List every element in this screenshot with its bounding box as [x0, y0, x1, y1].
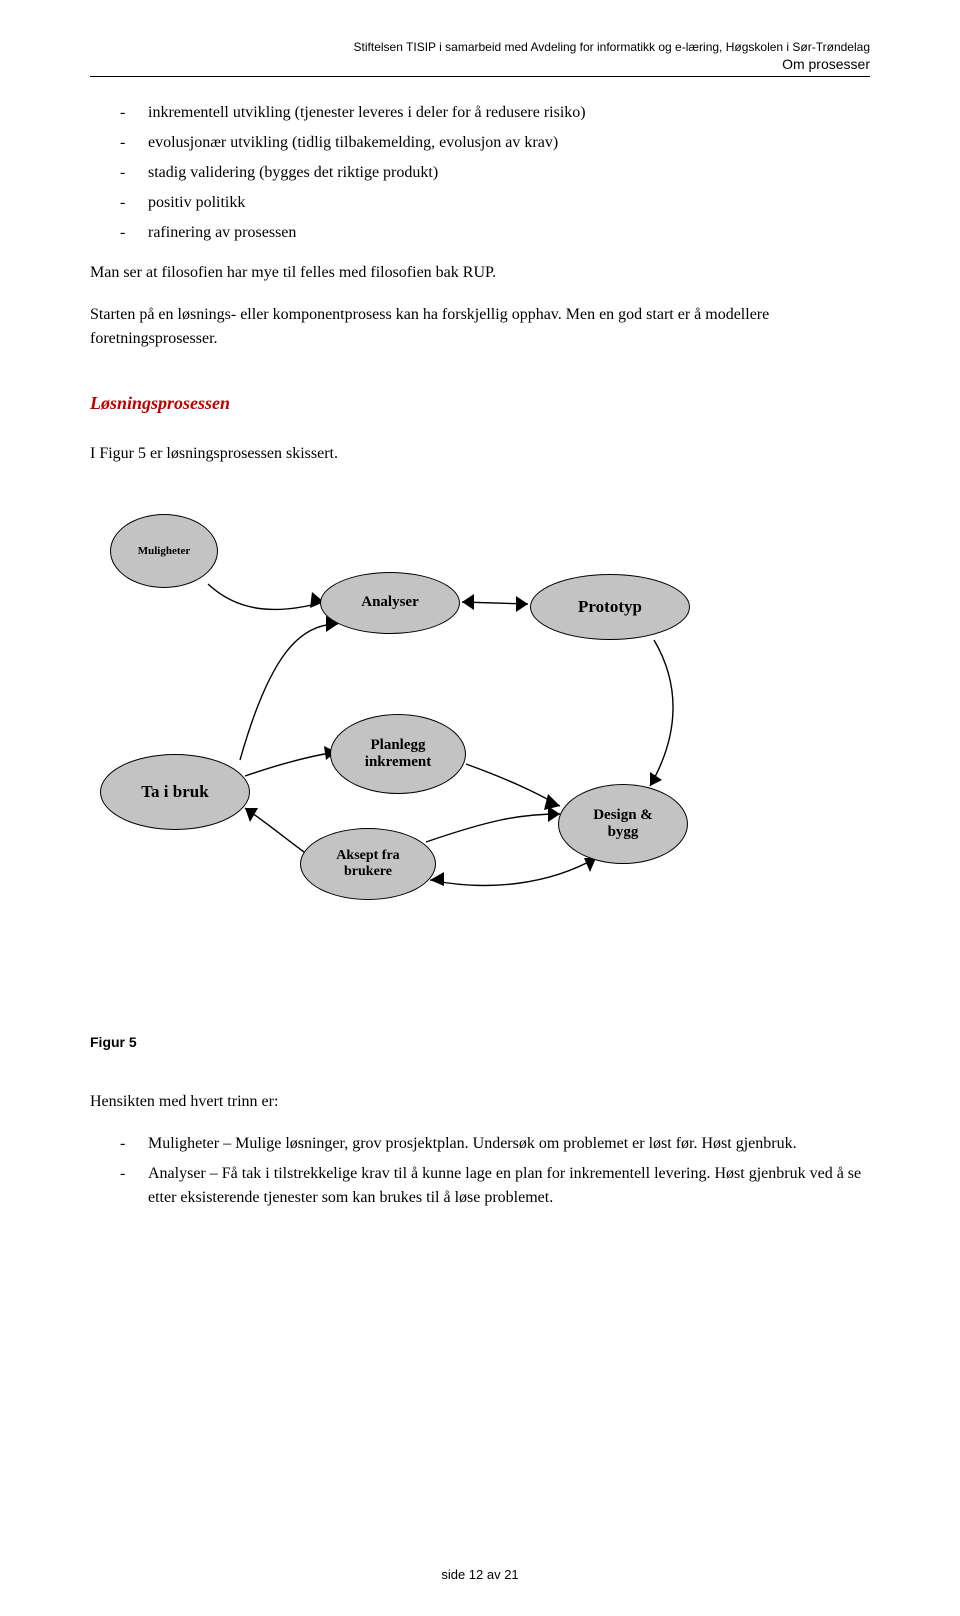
diagram-node-taibruk: Ta i bruk	[100, 754, 250, 830]
diagram-node-aksept: Aksept frabrukere	[300, 828, 436, 900]
top-bullet-list: -inkrementell utvikling (tjenester lever…	[120, 101, 870, 245]
page-footer: side 12 av 21	[0, 1567, 960, 1582]
list-item: -evolusjonær utvikling (tidlig tilbakeme…	[120, 131, 870, 155]
list-item: -inkrementell utvikling (tjenester lever…	[120, 101, 870, 125]
bullet-text: inkrementell utvikling (tjenester levere…	[148, 101, 586, 125]
list-item: -stadig validering (bygges det riktige p…	[120, 161, 870, 185]
diagram-node-analyser: Analyser	[320, 572, 460, 634]
process-diagram: Muligheter Analyser Prototyp Planlegginkrem…	[90, 484, 870, 964]
diagram-node-design: Design &bygg	[558, 784, 688, 864]
list-item: -Analyser – Få tak i tilstrekkelige krav…	[120, 1162, 870, 1210]
header-line1: Stiftelsen TISIP i samarbeid med Avdelin…	[90, 40, 870, 54]
paragraph: I Figur 5 er løsningsprosessen skissert.	[90, 442, 870, 466]
diagram-node-planlegg: Planlegginkrement	[330, 714, 466, 794]
list-item: -positiv politikk	[120, 191, 870, 215]
bullet-text: stadig validering (bygges det riktige pr…	[148, 161, 438, 185]
section-title: Løsningsprosessen	[90, 393, 870, 414]
list-item: -Muligheter – Mulige løsninger, grov pro…	[120, 1132, 870, 1156]
header-line2: Om prosesser	[90, 56, 870, 72]
diagram-node-prototyp: Prototyp	[530, 574, 690, 640]
bullet-text: rafinering av prosessen	[148, 221, 296, 245]
paragraph: Starten på en løsnings- eller komponentp…	[90, 303, 870, 351]
bullet-text: Analyser – Få tak i tilstrekkelige krav …	[148, 1162, 870, 1210]
bottom-bullet-list: -Muligheter – Mulige løsninger, grov pro…	[120, 1132, 870, 1210]
bullet-text: positiv politikk	[148, 191, 245, 215]
list-item: -rafinering av prosessen	[120, 221, 870, 245]
figure-label: Figur 5	[90, 1034, 870, 1050]
header-rule	[90, 76, 870, 77]
paragraph: Hensikten med hvert trinn er:	[90, 1090, 870, 1114]
bullet-text: evolusjonær utvikling (tidlig tilbakemel…	[148, 131, 558, 155]
paragraph: Man ser at filosofien har mye til felles…	[90, 261, 870, 285]
diagram-node-muligheter: Muligheter	[110, 514, 218, 588]
bullet-text: Muligheter – Mulige løsninger, grov pros…	[148, 1132, 797, 1156]
